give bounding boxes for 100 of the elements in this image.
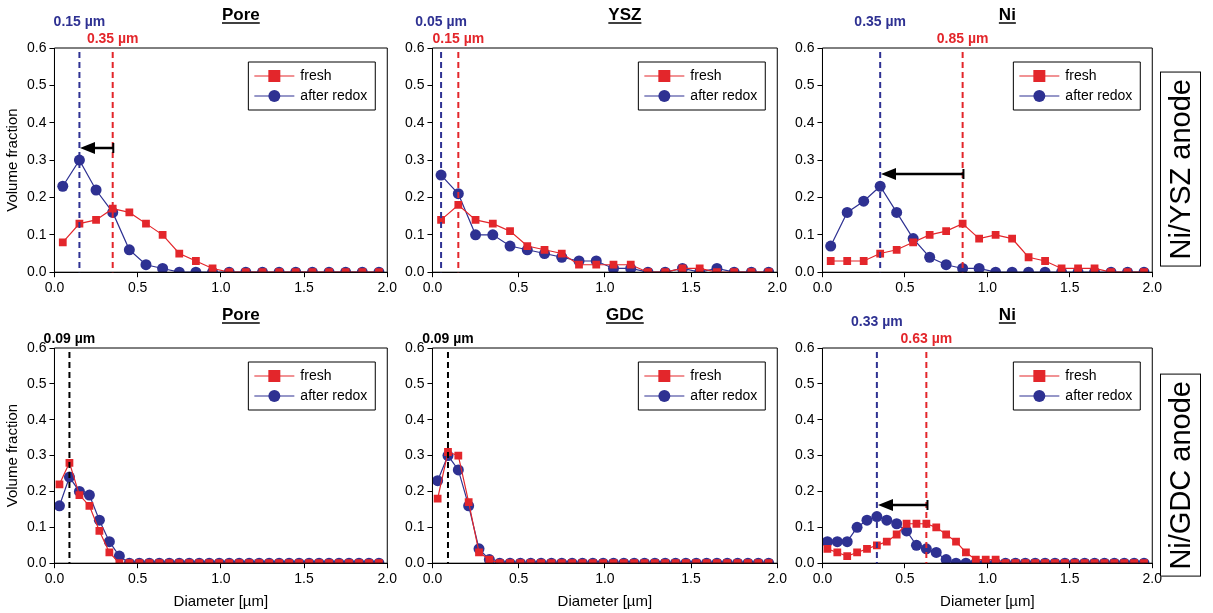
- y-tick-label: 0.3: [794, 150, 815, 167]
- x-tick-label: 2.0: [767, 570, 788, 587]
- ref-line-label: 0.63 µm: [900, 330, 953, 346]
- y-tick-label: 0.3: [26, 446, 47, 463]
- ref-line-label: 0.05 µm: [415, 13, 467, 29]
- x-tick-label: 1.0: [977, 279, 998, 296]
- legend-label: fresh: [1065, 366, 1097, 383]
- x-tick-label: 0.0: [44, 570, 65, 587]
- legend-label: fresh: [300, 366, 332, 383]
- y-tick-label: 0.0: [26, 263, 47, 280]
- chart-title: Pore: [221, 5, 260, 24]
- ref-line-label: 0.35 µm: [854, 13, 907, 29]
- y-tick-label: 0.3: [404, 150, 425, 167]
- y-tick-label: 0.2: [26, 482, 47, 499]
- y-tick-label: 0.1: [794, 225, 815, 242]
- x-axis-title: Diameter [µm]: [173, 592, 269, 610]
- x-tick-label: 1.0: [211, 279, 231, 296]
- y-tick-label: 0.0: [794, 554, 815, 571]
- x-tick-label: 1.5: [1060, 570, 1080, 587]
- x-tick-label: 0.0: [422, 570, 443, 587]
- legend-label: after redox: [1065, 386, 1133, 403]
- x-tick-label: 0.0: [44, 279, 65, 296]
- legend-label: after redox: [690, 386, 758, 403]
- x-tick-label: 0.5: [508, 570, 529, 587]
- ref-line-label: 0.85 µm: [936, 30, 989, 46]
- x-tick-label: 2.0: [1142, 279, 1163, 296]
- x-tick-label: 0.5: [508, 279, 529, 296]
- x-tick-label: 2.0: [377, 279, 398, 296]
- ref-line-label: 0.15 µm: [432, 30, 485, 46]
- legend-label: after redox: [1065, 86, 1133, 103]
- y-tick-label: 0.4: [794, 113, 815, 130]
- x-tick-label: 0.0: [422, 279, 443, 296]
- x-tick-label: 0.5: [895, 279, 915, 296]
- y-tick-label: 0.0: [794, 263, 815, 280]
- y-axis-title: Volume fraction: [3, 108, 21, 212]
- y-tick-label: 0.6: [26, 38, 47, 55]
- y-tick-label: 0.6: [404, 38, 425, 55]
- y-tick-label: 0.5: [26, 76, 47, 93]
- x-tick-label: 2.0: [377, 570, 398, 587]
- y-tick-label: 0.3: [26, 150, 47, 167]
- legend-label: fresh: [690, 66, 722, 83]
- y-tick-label: 0.5: [794, 76, 815, 93]
- y-tick-label: 0.5: [404, 374, 425, 391]
- legend-label: after redox: [300, 386, 368, 403]
- chart-title: Ni: [998, 5, 1016, 24]
- chart-title: GDC: [605, 305, 644, 324]
- chart-title: Ni: [998, 305, 1016, 324]
- x-axis-title: Diameter [µm]: [940, 592, 1035, 610]
- y-tick-label: 0.4: [404, 410, 425, 427]
- y-tick-label: 0.0: [404, 263, 425, 280]
- x-tick-label: 0.5: [127, 570, 148, 587]
- legend-label: after redox: [300, 86, 368, 103]
- y-tick-label: 0.1: [404, 225, 425, 242]
- chart-title: Pore: [221, 305, 260, 324]
- y-tick-label: 0.1: [26, 518, 47, 535]
- x-tick-label: 0.5: [127, 279, 148, 296]
- y-tick-label: 0.1: [26, 225, 47, 242]
- legend-label: after redox: [690, 86, 758, 103]
- ref-line-label: 0.33 µm: [851, 313, 903, 329]
- x-tick-label: 0.0: [812, 279, 833, 296]
- y-tick-label: 0.4: [26, 410, 47, 427]
- x-tick-label: 0.5: [895, 570, 915, 587]
- y-tick-label: 0.0: [404, 554, 425, 571]
- y-tick-label: 0.2: [794, 482, 815, 499]
- y-tick-label: 0.3: [404, 446, 425, 463]
- y-tick-label: 0.2: [404, 188, 425, 205]
- y-tick-label: 0.5: [26, 374, 47, 391]
- y-tick-label: 0.6: [794, 338, 815, 355]
- y-tick-label: 0.4: [794, 410, 815, 427]
- x-tick-label: 1.5: [294, 570, 315, 587]
- ref-line-label: 0.35 µm: [86, 30, 139, 46]
- y-tick-label: 0.2: [404, 482, 425, 499]
- y-tick-label: 0.6: [794, 38, 815, 55]
- x-tick-label: 2.0: [767, 279, 788, 296]
- y-tick-label: 0.0: [26, 554, 47, 571]
- y-tick-label: 0.4: [26, 113, 47, 130]
- legend-label: fresh: [1065, 66, 1097, 83]
- legend-label: fresh: [690, 366, 722, 383]
- x-tick-label: 1.0: [977, 570, 998, 587]
- text: Ni/YSZ anode: [1160, 71, 1201, 267]
- x-tick-label: 1.5: [294, 279, 315, 296]
- y-tick-label: 0.1: [794, 518, 815, 535]
- x-tick-label: 1.5: [681, 570, 702, 587]
- x-tick-label: 2.0: [1142, 570, 1163, 587]
- y-tick-label: 0.5: [404, 76, 425, 93]
- chart-title: YSZ: [608, 5, 642, 24]
- y-tick-label: 0.2: [794, 188, 815, 205]
- x-axis-title: Diameter [µm]: [557, 592, 653, 610]
- y-tick-label: 0.5: [794, 374, 815, 391]
- ref-line-label: 0.15 µm: [53, 13, 106, 29]
- y-tick-label: 0.1: [404, 518, 425, 535]
- x-tick-label: 1.0: [211, 570, 231, 587]
- text: Ni/GDC anode: [1164, 381, 1196, 570]
- x-tick-label: 1.5: [681, 279, 702, 296]
- x-tick-label: 1.5: [1060, 279, 1080, 296]
- y-tick-label: 0.3: [794, 446, 815, 463]
- y-tick-label: 0.4: [404, 113, 425, 130]
- x-tick-label: 1.0: [595, 570, 615, 587]
- y-tick-label: 0.2: [26, 188, 47, 205]
- x-tick-label: 1.0: [595, 279, 615, 296]
